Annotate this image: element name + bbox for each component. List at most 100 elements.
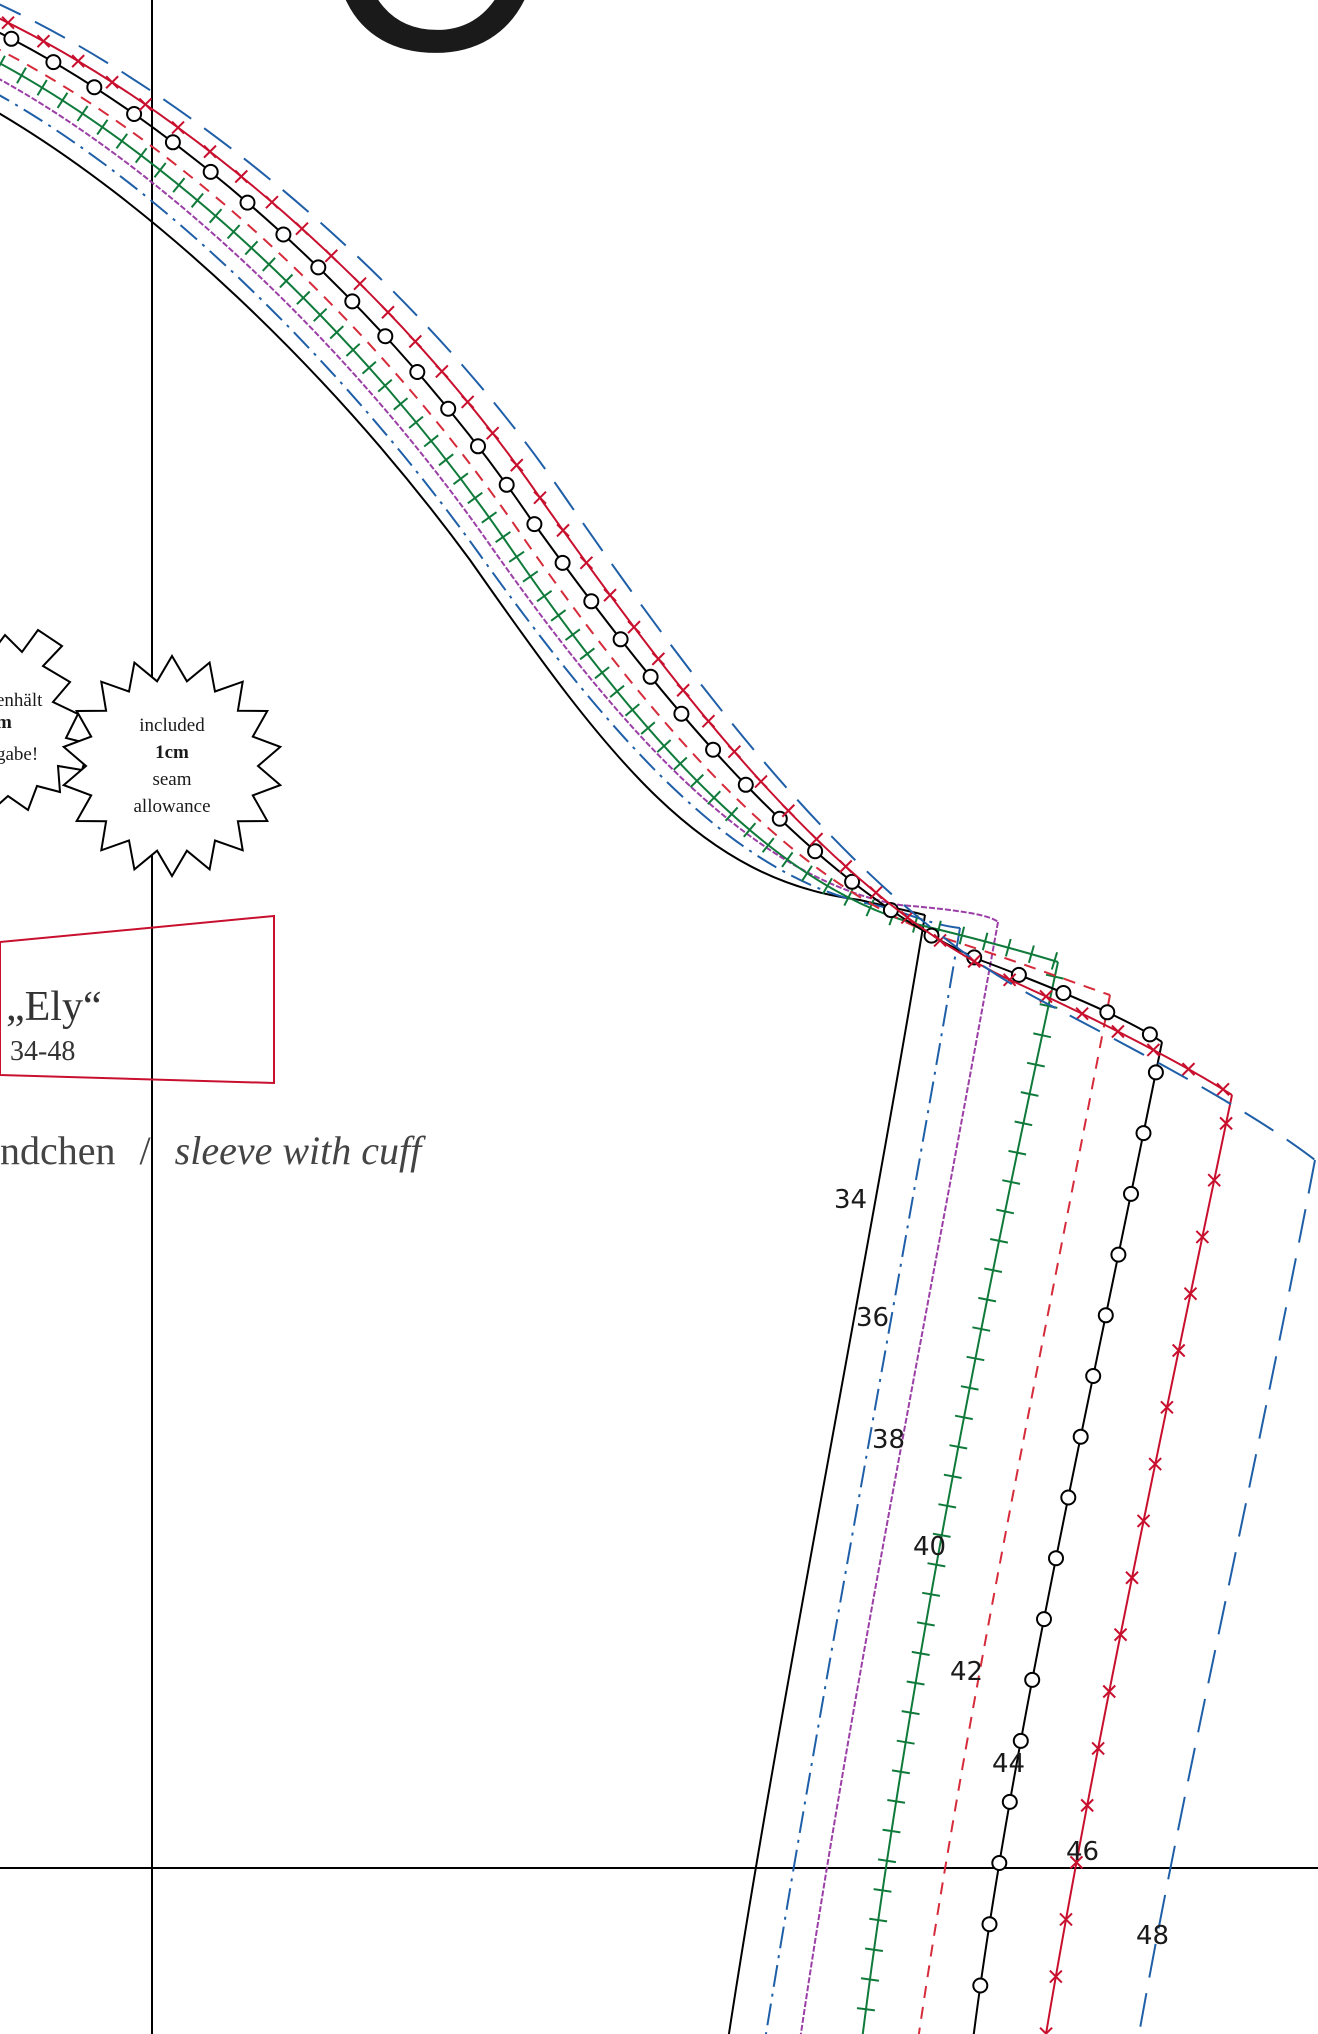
size-44-circle-marker [164,134,181,151]
size-40-tick-marker [1004,938,1012,957]
size-40-tick-marker [452,472,469,485]
size-40-tick-marker [707,790,722,805]
size-46-cross-marker [579,556,594,570]
size-46-cross-marker [1148,1457,1162,1471]
size-44-circle-marker [275,226,292,243]
size-46-cross-marker [1216,1082,1230,1097]
piece-name-de: ndchen [0,1128,116,1173]
size-44-circle-marker [310,259,327,276]
size-46-cross-marker [533,490,547,505]
badge-de-line1: enhält [0,690,43,711]
size-46-cross-marker [651,652,666,666]
size-46-cross-marker [1207,1173,1221,1187]
size-40-tick-marker [408,415,424,429]
size-40-tick-marker [882,1828,901,1834]
size-46-cross-marker [1080,1798,1094,1813]
size-46-cross-marker [510,458,524,472]
size-40-tick-marker [869,1917,888,1923]
size-44-circle-marker [1141,1026,1158,1043]
badge-en-line4: allowance [133,796,210,817]
pattern-name: „Ely“ [6,984,102,1030]
size-40-tick-marker [508,550,525,563]
size-40-tick-marker [313,307,328,322]
size-42-cap-line [0,49,1111,996]
size-46-cross-marker [171,120,185,135]
size-40-tick-marker [943,1473,962,1479]
size-40-tick-marker [949,1444,968,1450]
size-40-tick-marker [1050,952,1059,970]
size-44-circle-marker [1010,966,1027,983]
size-40-tick-marker [96,119,109,136]
size-44-circle-marker [642,668,659,685]
size-46-cross-marker [203,144,217,159]
size-44-circle-marker [1060,1489,1077,1506]
size-40-tick-marker [996,1208,1015,1215]
size-40-tick-marker [911,1650,930,1656]
size-40-tick-marker [981,932,989,951]
size-40-tick-marker [877,1858,897,1864]
size-46-cross-marker [105,75,119,89]
size-46-cross-marker [138,97,153,112]
size-46-cross-marker [1125,1571,1139,1585]
size-40-tick-marker [261,257,276,272]
size-46-cross-marker [381,305,395,319]
size-46-cross-marker [1146,1043,1161,1057]
size-44-circle-marker [409,364,426,380]
size-46-cross-marker [1059,1912,1073,1927]
size-46-cross-marker [900,910,915,925]
size-40-tick-marker [226,224,241,240]
size-44-circle-marker [844,873,861,890]
size-40-tick-marker [901,1710,920,1716]
size-46-cross-marker [295,221,309,236]
size-40-tick-marker [932,1532,951,1538]
size-46-cross-marker [1111,1024,1125,1039]
size-40-tick-marker [345,343,361,357]
size-40-tick-marker [609,684,625,698]
badge-en-line1: included [139,715,205,736]
size-40-tick-marker [887,1799,906,1804]
size-40-tick-marker [801,865,813,882]
size-44-circle-marker [991,1855,1008,1871]
size-40-tick-marker [978,1296,997,1303]
size-44-circle-marker [807,843,824,860]
size-40-tick-marker [689,773,705,788]
size-44-circle-marker [583,593,600,610]
size-46-cross-marker [754,774,768,789]
size-46-cross-marker [1075,1006,1089,1021]
size-40-tick-marker [873,1888,892,1893]
size-44-circle-marker [612,631,629,648]
size-44-circle-marker [673,705,690,722]
size-44-circle-marker [3,30,20,47]
size-40-tick-marker [594,666,610,680]
size-label-34: 34 [834,1185,867,1215]
badge-de-line3: gabe! [0,744,38,765]
size-label-36: 36 [856,1303,889,1333]
size-44-circle-marker [1123,1185,1139,1202]
size-40-tick-marker [761,837,775,853]
size-46-cross-marker [1195,1230,1210,1244]
size-40-seam-line [861,961,1059,2034]
size-40-tick-marker [938,1503,957,1509]
size-46-cross-marker [1113,1627,1128,1642]
size-40-tick-marker [860,1977,880,1982]
size-range: 34-48 [10,1036,75,1067]
size-44-circle-marker [526,516,543,533]
size-labels: 34 36 38 40 42 44 46 48 [834,1185,1169,1951]
size-40-tick-marker [1026,1061,1045,1068]
piece-subtitle: ndchen / sleeve with cuff [0,1128,426,1173]
size-40-tick-marker [781,851,794,868]
size-40-tick-marker [984,1267,1003,1273]
size-44-circle-marker [202,163,219,180]
size-46-cross-marker [838,859,853,874]
size-34-cap-line [0,112,926,916]
badge-de-line2: m [0,712,12,733]
size-40-tick-marker [36,79,48,96]
size-44-circle-marker [981,1916,998,1933]
size-40-tick-marker [1020,1091,1039,1097]
size-40-tick-marker [190,192,204,208]
size-40-tick-marker [16,67,27,84]
size-label-44: 44 [992,1749,1025,1779]
size-44-circle-marker [470,438,486,455]
size-42-seam-line [917,994,1111,2034]
